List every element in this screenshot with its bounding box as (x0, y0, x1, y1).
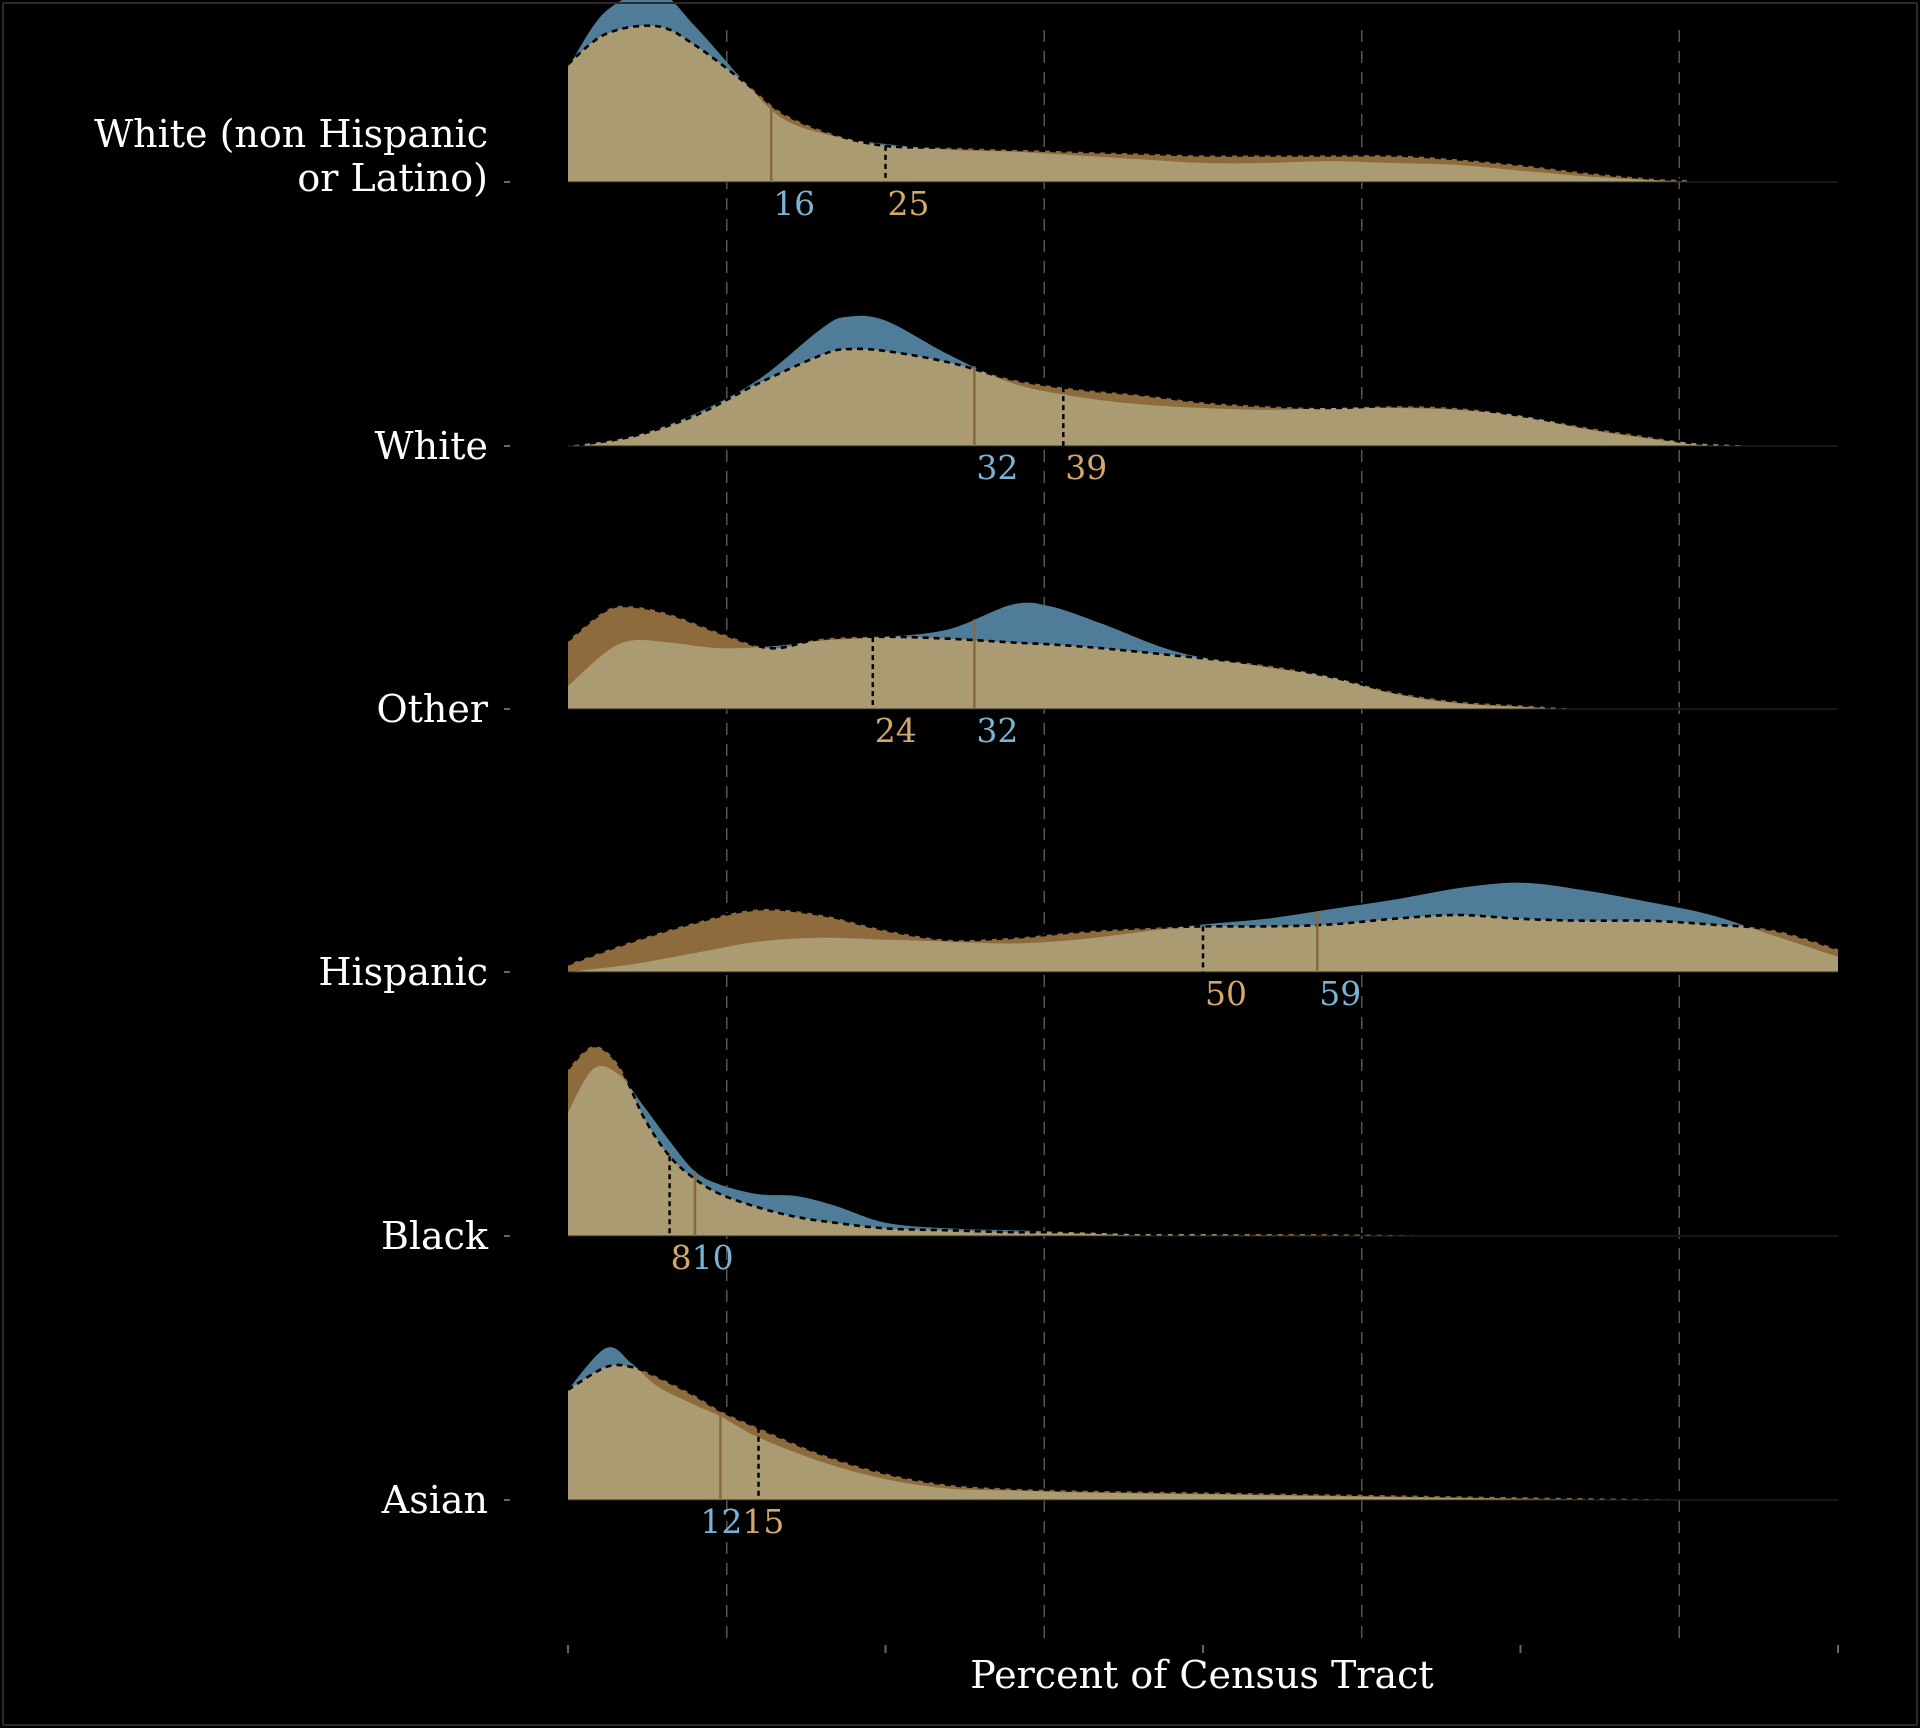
median-label-blue: 12 (700, 1502, 742, 1541)
grid-layer (726, 30, 1680, 1645)
x-axis-title: Percent of Census Tract (970, 1653, 1433, 1697)
density-outline-tan (567, 1363, 1775, 1502)
density-outline-tan (567, 604, 1775, 711)
x-axis: Percent of Census Tract (567, 1645, 1839, 1697)
median-label-blue: 10 (692, 1238, 734, 1277)
row-label: Asian (381, 1478, 488, 1522)
density-area-overlap (568, 909, 1838, 972)
row-label: Hispanic (318, 950, 488, 994)
ridge-row: 59 50 Hispanic (318, 882, 1839, 1013)
row-label: White (non Hispanic (94, 112, 488, 156)
density-outline-tan (567, 907, 1839, 966)
row-label: Black (381, 1214, 489, 1258)
density-area-overlap (568, 348, 1838, 447)
density-area-overlap (568, 605, 1775, 710)
ridge-row: 32 24 Other (376, 602, 1838, 750)
median-label-tan: 24 (875, 711, 917, 750)
density-outline-tan (567, 1044, 1711, 1238)
ridge-row: 12 15 Asian (381, 1347, 1838, 1541)
median-label-tan: 25 (888, 184, 930, 223)
ridge-row: 32 39 White (375, 315, 1839, 487)
row-label: Other (376, 687, 488, 731)
density-area-overlap (568, 1364, 1775, 1501)
density-area-overlap (568, 1066, 1711, 1237)
density-area-overlap (568, 25, 1838, 183)
row-label: White (375, 424, 488, 468)
median-label-blue: 16 (773, 184, 815, 223)
row-label: or Latino) (297, 156, 488, 200)
median-label-tan: 39 (1065, 448, 1107, 487)
ridge-row: 108 Black (381, 1044, 1838, 1277)
median-label-blue: 59 (1319, 974, 1361, 1013)
median-label-tan: 50 (1205, 974, 1247, 1013)
median-label-tan: 15 (742, 1502, 784, 1541)
median-label-blue: 32 (976, 448, 1018, 487)
median-label-tan: 8 (671, 1238, 692, 1277)
median-label-blue: 32 (976, 711, 1018, 750)
